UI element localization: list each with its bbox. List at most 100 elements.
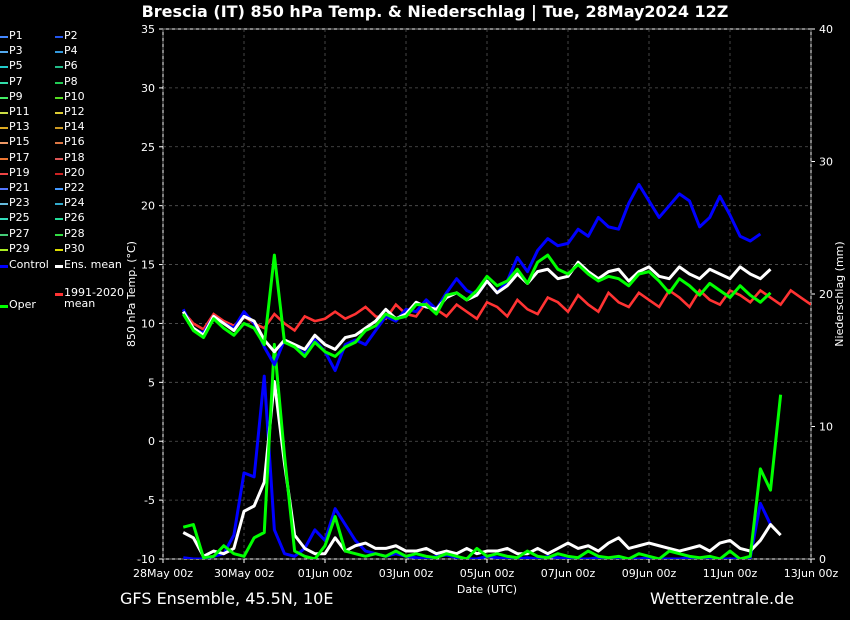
legend-swatch bbox=[55, 112, 63, 114]
legend-swatch bbox=[55, 51, 63, 54]
precip-line-oper bbox=[182, 342, 783, 559]
legend-swatch bbox=[55, 265, 63, 268]
legend-swatch bbox=[0, 51, 8, 54]
legend-label: P26 bbox=[64, 211, 85, 225]
legend-label: P28 bbox=[64, 226, 85, 240]
legend-swatch bbox=[55, 248, 63, 251]
y2-tick-label: 40 bbox=[819, 23, 833, 36]
legend-label: P10 bbox=[64, 89, 85, 103]
y-tick-label: 10 bbox=[141, 317, 155, 330]
legend-swatch bbox=[55, 36, 63, 38]
legend-label: P22 bbox=[64, 181, 85, 194]
legend-swatch bbox=[0, 188, 8, 190]
y2-tick-label: 30 bbox=[819, 156, 833, 169]
legend-swatch bbox=[0, 233, 8, 236]
x-tick-label: 28May 00z bbox=[133, 567, 193, 580]
footer-brand: Wetterzentrale.de bbox=[650, 589, 795, 608]
x-tick-label: 05Jun 00z bbox=[460, 567, 515, 580]
legend-label: Oper bbox=[9, 298, 36, 311]
legend-label: P1 bbox=[9, 29, 23, 42]
series-climatology-line bbox=[182, 288, 811, 333]
y-axis-label: 850 hPa Temp. (°C) bbox=[125, 241, 138, 347]
legend-label: P21 bbox=[9, 181, 30, 194]
y-tick-label: 35 bbox=[141, 23, 155, 36]
y-tick-label: 30 bbox=[141, 82, 155, 95]
legend-label: P24 bbox=[64, 196, 85, 210]
y-tick-label: 20 bbox=[141, 200, 155, 213]
x-axis-label: Date (UTC) bbox=[457, 583, 517, 596]
legend-swatch bbox=[55, 127, 63, 130]
temp-line-control bbox=[181, 182, 762, 373]
legend-label: P3 bbox=[9, 44, 23, 58]
legend-label: P2 bbox=[64, 29, 78, 42]
legend-swatch bbox=[0, 265, 8, 268]
legend-label: P16 bbox=[64, 135, 85, 149]
chart-title: Brescia (IT) 850 hPa Temp. & Niederschla… bbox=[141, 2, 729, 21]
legend-swatch bbox=[55, 293, 63, 296]
legend-label: P25 bbox=[9, 211, 30, 225]
legend-label: P19 bbox=[9, 165, 30, 179]
legend-label: Ens. mean bbox=[64, 258, 122, 271]
legend-swatch bbox=[55, 233, 63, 236]
legend-swatch bbox=[55, 188, 63, 190]
temp-line-ens-mean bbox=[181, 260, 772, 354]
legend-swatch bbox=[0, 157, 8, 160]
legend-label: P14 bbox=[64, 120, 85, 134]
x-tick-label: 09Jun 00z bbox=[622, 567, 677, 580]
x-tick-label: 11Jun 00z bbox=[703, 567, 758, 580]
y2-axis-label: Niederschlag (mm) bbox=[833, 241, 846, 346]
legend-swatch bbox=[55, 157, 63, 160]
legend-label: P15 bbox=[9, 135, 30, 149]
legend-label: P5 bbox=[9, 59, 23, 73]
legend-label: P18 bbox=[64, 150, 85, 164]
legend-label: P13 bbox=[9, 120, 30, 134]
legend-swatch bbox=[55, 203, 63, 206]
legend-label: P23 bbox=[9, 196, 30, 210]
legend-label: P17 bbox=[9, 150, 30, 164]
legend-swatch bbox=[0, 96, 8, 99]
legend-swatch bbox=[0, 36, 8, 38]
legend-label: P9 bbox=[9, 89, 23, 103]
y2-tick-label: 0 bbox=[819, 553, 826, 566]
x-tick-label: 03Jun 00z bbox=[379, 567, 434, 580]
legend-label: P8 bbox=[64, 74, 78, 88]
legend-swatch bbox=[55, 218, 63, 221]
y2-tick-label: 10 bbox=[819, 421, 833, 434]
legend: P1 P2 P3 P4 P5 P6 P7 P8 P9 P10 P11 P12 P13 P14 P15 P16 P… bbox=[0, 30, 130, 330]
legend-swatch bbox=[0, 248, 8, 251]
legend-label: P27 bbox=[9, 226, 30, 240]
y-tick-label: 0 bbox=[148, 435, 155, 448]
legend-label: P12 bbox=[64, 105, 85, 118]
temp-line-oper bbox=[181, 253, 772, 358]
legend-swatch bbox=[0, 142, 8, 145]
legend-swatch bbox=[0, 218, 8, 221]
y-tick-label: 25 bbox=[141, 141, 155, 154]
x-tick-label: 30May 00z bbox=[214, 567, 274, 580]
x-tick-label: 01Jun 00z bbox=[298, 567, 353, 580]
legend-swatch bbox=[55, 142, 63, 145]
legend-label: P7 bbox=[9, 74, 23, 88]
legend-swatch bbox=[0, 127, 8, 130]
y-tick-label: 15 bbox=[141, 259, 155, 272]
legend-swatch bbox=[0, 305, 8, 308]
legend-swatch bbox=[55, 96, 63, 99]
x-tick-label: 07Jun 00z bbox=[541, 567, 596, 580]
legend-label: P11 bbox=[9, 105, 30, 118]
x-tick-label: 13Jun 00z bbox=[784, 567, 839, 580]
legend-swatch bbox=[0, 112, 8, 114]
legend-swatch bbox=[55, 172, 63, 175]
legend-swatch bbox=[0, 66, 8, 69]
y-tick-label: -5 bbox=[144, 494, 155, 507]
y-tick-label: 5 bbox=[148, 376, 155, 389]
legend-label: P29 bbox=[9, 241, 30, 255]
footer-model-info: GFS Ensemble, 45.5N, 10E bbox=[120, 589, 334, 608]
y2-tick-label: 20 bbox=[819, 288, 833, 301]
y-tick-label: -10 bbox=[137, 553, 155, 566]
legend-swatch bbox=[55, 81, 63, 84]
legend-label: 1991-2020 mean bbox=[64, 286, 124, 310]
legend-swatch bbox=[55, 66, 63, 69]
legend-swatch bbox=[0, 203, 8, 206]
legend-label: P4 bbox=[64, 44, 78, 58]
legend-label: P30 bbox=[64, 241, 85, 255]
